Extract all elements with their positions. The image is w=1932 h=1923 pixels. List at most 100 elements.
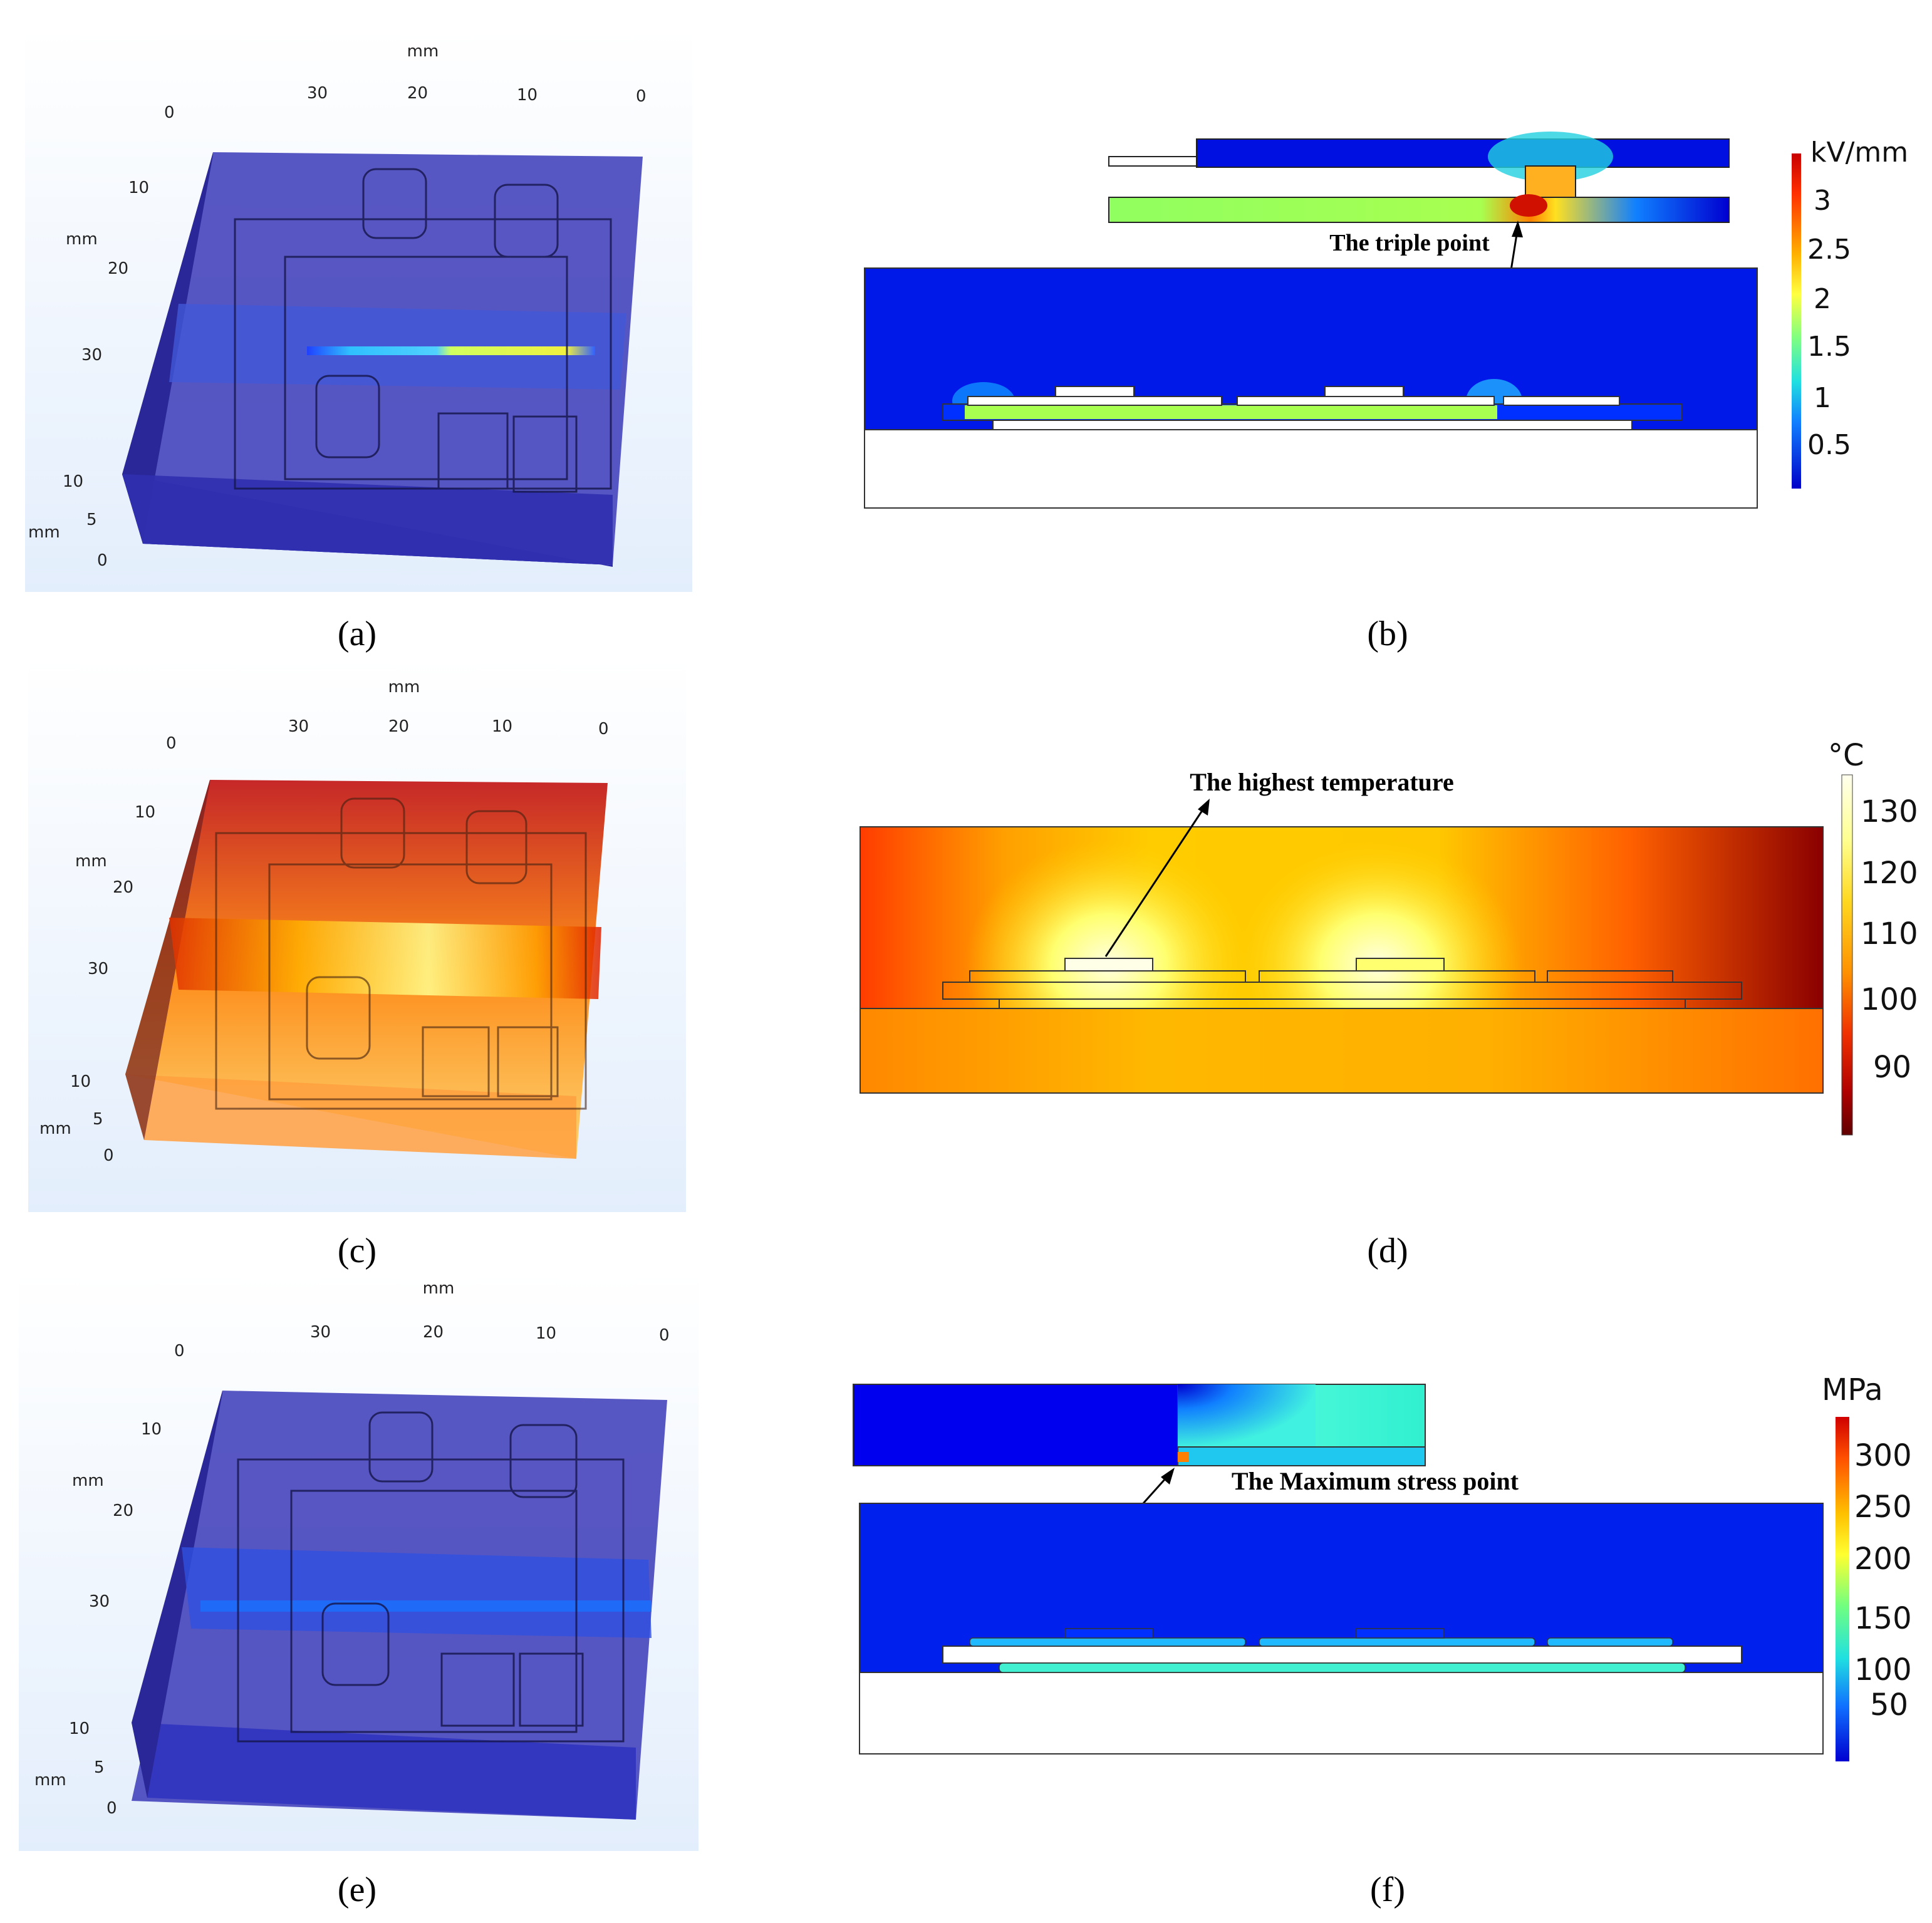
colorbar-unit: MPa	[1822, 1372, 1883, 1407]
heatsink	[864, 429, 1758, 509]
colorbar-b-labels: kV/mm 3 2.5 2 1.5 1 0.5	[1807, 137, 1908, 461]
tick: 0	[636, 87, 647, 106]
chip	[1055, 386, 1135, 397]
field-strip	[307, 346, 595, 355]
tick: 10	[492, 717, 512, 736]
chip	[1324, 386, 1404, 397]
caption-d: (d)	[1367, 1231, 1408, 1270]
tick: 2	[1814, 283, 1831, 315]
arrowhead	[1512, 220, 1523, 237]
tick: 10	[517, 86, 538, 105]
colorbar-f-labels: MPa 300 250 200 150 100 50	[1822, 1372, 1912, 1723]
axis-unit-top: mm	[423, 1279, 455, 1298]
layer-outlines	[942, 970, 1742, 1009]
tick: 0	[106, 1799, 117, 1818]
tick: 30	[88, 960, 108, 978]
tick: 10	[128, 179, 149, 197]
tick: 5	[86, 511, 97, 529]
inset-lower-layer	[1108, 197, 1730, 223]
copper-pad	[1547, 1637, 1673, 1647]
axis-unit-z: mm	[34, 1771, 66, 1790]
inset-via	[1525, 165, 1576, 198]
tick: 5	[93, 1110, 103, 1129]
tick: 100	[1854, 1652, 1912, 1687]
stress-strip	[200, 1600, 652, 1612]
box-left-face	[122, 152, 213, 544]
tick: 30	[310, 1323, 331, 1342]
tick: 100	[1861, 982, 1918, 1017]
caption-c: (c)	[338, 1231, 377, 1270]
panel-a-axes: mm 30 20 10 0 0 10 mm 20 30 10 mm 5 0	[28, 42, 647, 570]
tick: 1.5	[1807, 331, 1851, 363]
tick: 10	[536, 1324, 556, 1343]
cut-plane	[182, 1547, 652, 1638]
tick: 0.5	[1807, 429, 1851, 461]
inset-right-lower	[1177, 1446, 1426, 1466]
tick: 110	[1861, 916, 1918, 951]
axis-unit-z: mm	[39, 1119, 71, 1138]
caption-e: (e)	[338, 1870, 377, 1909]
tick: 120	[1861, 856, 1918, 891]
axis-unit-z: mm	[28, 523, 60, 542]
annotation-arrow-d	[1104, 804, 1207, 957]
caption-b: (b)	[1367, 614, 1408, 653]
box-front-face	[132, 1723, 636, 1820]
tick: 30	[307, 84, 328, 103]
inset-upper-layer	[1196, 138, 1730, 168]
tick: 10	[135, 803, 155, 822]
copper-pad	[969, 1637, 1246, 1647]
panel-e: mm 30 20 10 0 0 10 mm 20 30 10 mm 5 0 (e…	[19, 1272, 699, 1909]
copper-pad	[1237, 396, 1495, 406]
tick: 10	[141, 1420, 162, 1439]
inset-hotspot-upper	[1488, 132, 1613, 182]
copper-pad	[1503, 396, 1620, 406]
chip	[1064, 1628, 1153, 1639]
panel-f: The Maximum stress point MPa 300 250 200…	[853, 1372, 1912, 1909]
box-left-face	[132, 1391, 222, 1798]
tick: 0	[598, 720, 609, 739]
triple-point-marker	[1510, 194, 1547, 217]
tick: 1	[1814, 382, 1831, 414]
tick: 5	[94, 1758, 105, 1777]
tick: 2.5	[1807, 234, 1851, 266]
tick: 20	[388, 717, 409, 736]
tick: 300	[1854, 1438, 1912, 1473]
axis-unit-left: mm	[72, 1471, 104, 1490]
cut-plane	[169, 918, 601, 999]
tick: 20	[407, 84, 428, 103]
tick: 250	[1854, 1490, 1912, 1525]
panel-d: The highest temperature °C 130 120 110 1…	[860, 738, 1918, 1270]
tick: 0	[659, 1326, 670, 1345]
colorbar-f	[1836, 1417, 1849, 1761]
tick: 0	[97, 551, 108, 570]
colorbar-unit: kV/mm	[1810, 137, 1908, 168]
tick: 0	[103, 1146, 114, 1165]
axis-unit-top: mm	[388, 678, 420, 697]
tick: 20	[113, 1501, 133, 1520]
inset-left-line	[1108, 156, 1197, 167]
caption-f: (f)	[1370, 1870, 1405, 1909]
tick: 130	[1861, 794, 1918, 829]
tick: 150	[1854, 1601, 1912, 1636]
tick: 20	[108, 259, 128, 278]
chip	[1356, 958, 1445, 972]
inset-corner-gradient	[1178, 1384, 1316, 1447]
tick: 30	[81, 346, 102, 365]
arrowhead	[1161, 1468, 1175, 1485]
tick: 3	[1814, 185, 1831, 217]
tick: 10	[70, 1072, 91, 1091]
chip	[1356, 1628, 1445, 1639]
box-left-face	[125, 780, 210, 1140]
panel-a: mm 30 20 10 0 0 10 mm 20 30 10 mm 5 0 (a…	[25, 28, 692, 653]
annotation-f: The Maximum stress point	[1232, 1467, 1519, 1495]
copper-pad	[1259, 1637, 1535, 1647]
tick: 20	[423, 1323, 444, 1342]
colorbar-d-labels: °C 130 120 110 100 90	[1828, 738, 1918, 1085]
internal-outlines	[234, 168, 612, 493]
colorbar-b	[1792, 153, 1801, 489]
annotation-b: The triple point	[1329, 230, 1490, 256]
caption-a: (a)	[338, 614, 377, 653]
chip-hottest	[1064, 958, 1153, 972]
tick: 200	[1854, 1542, 1912, 1577]
